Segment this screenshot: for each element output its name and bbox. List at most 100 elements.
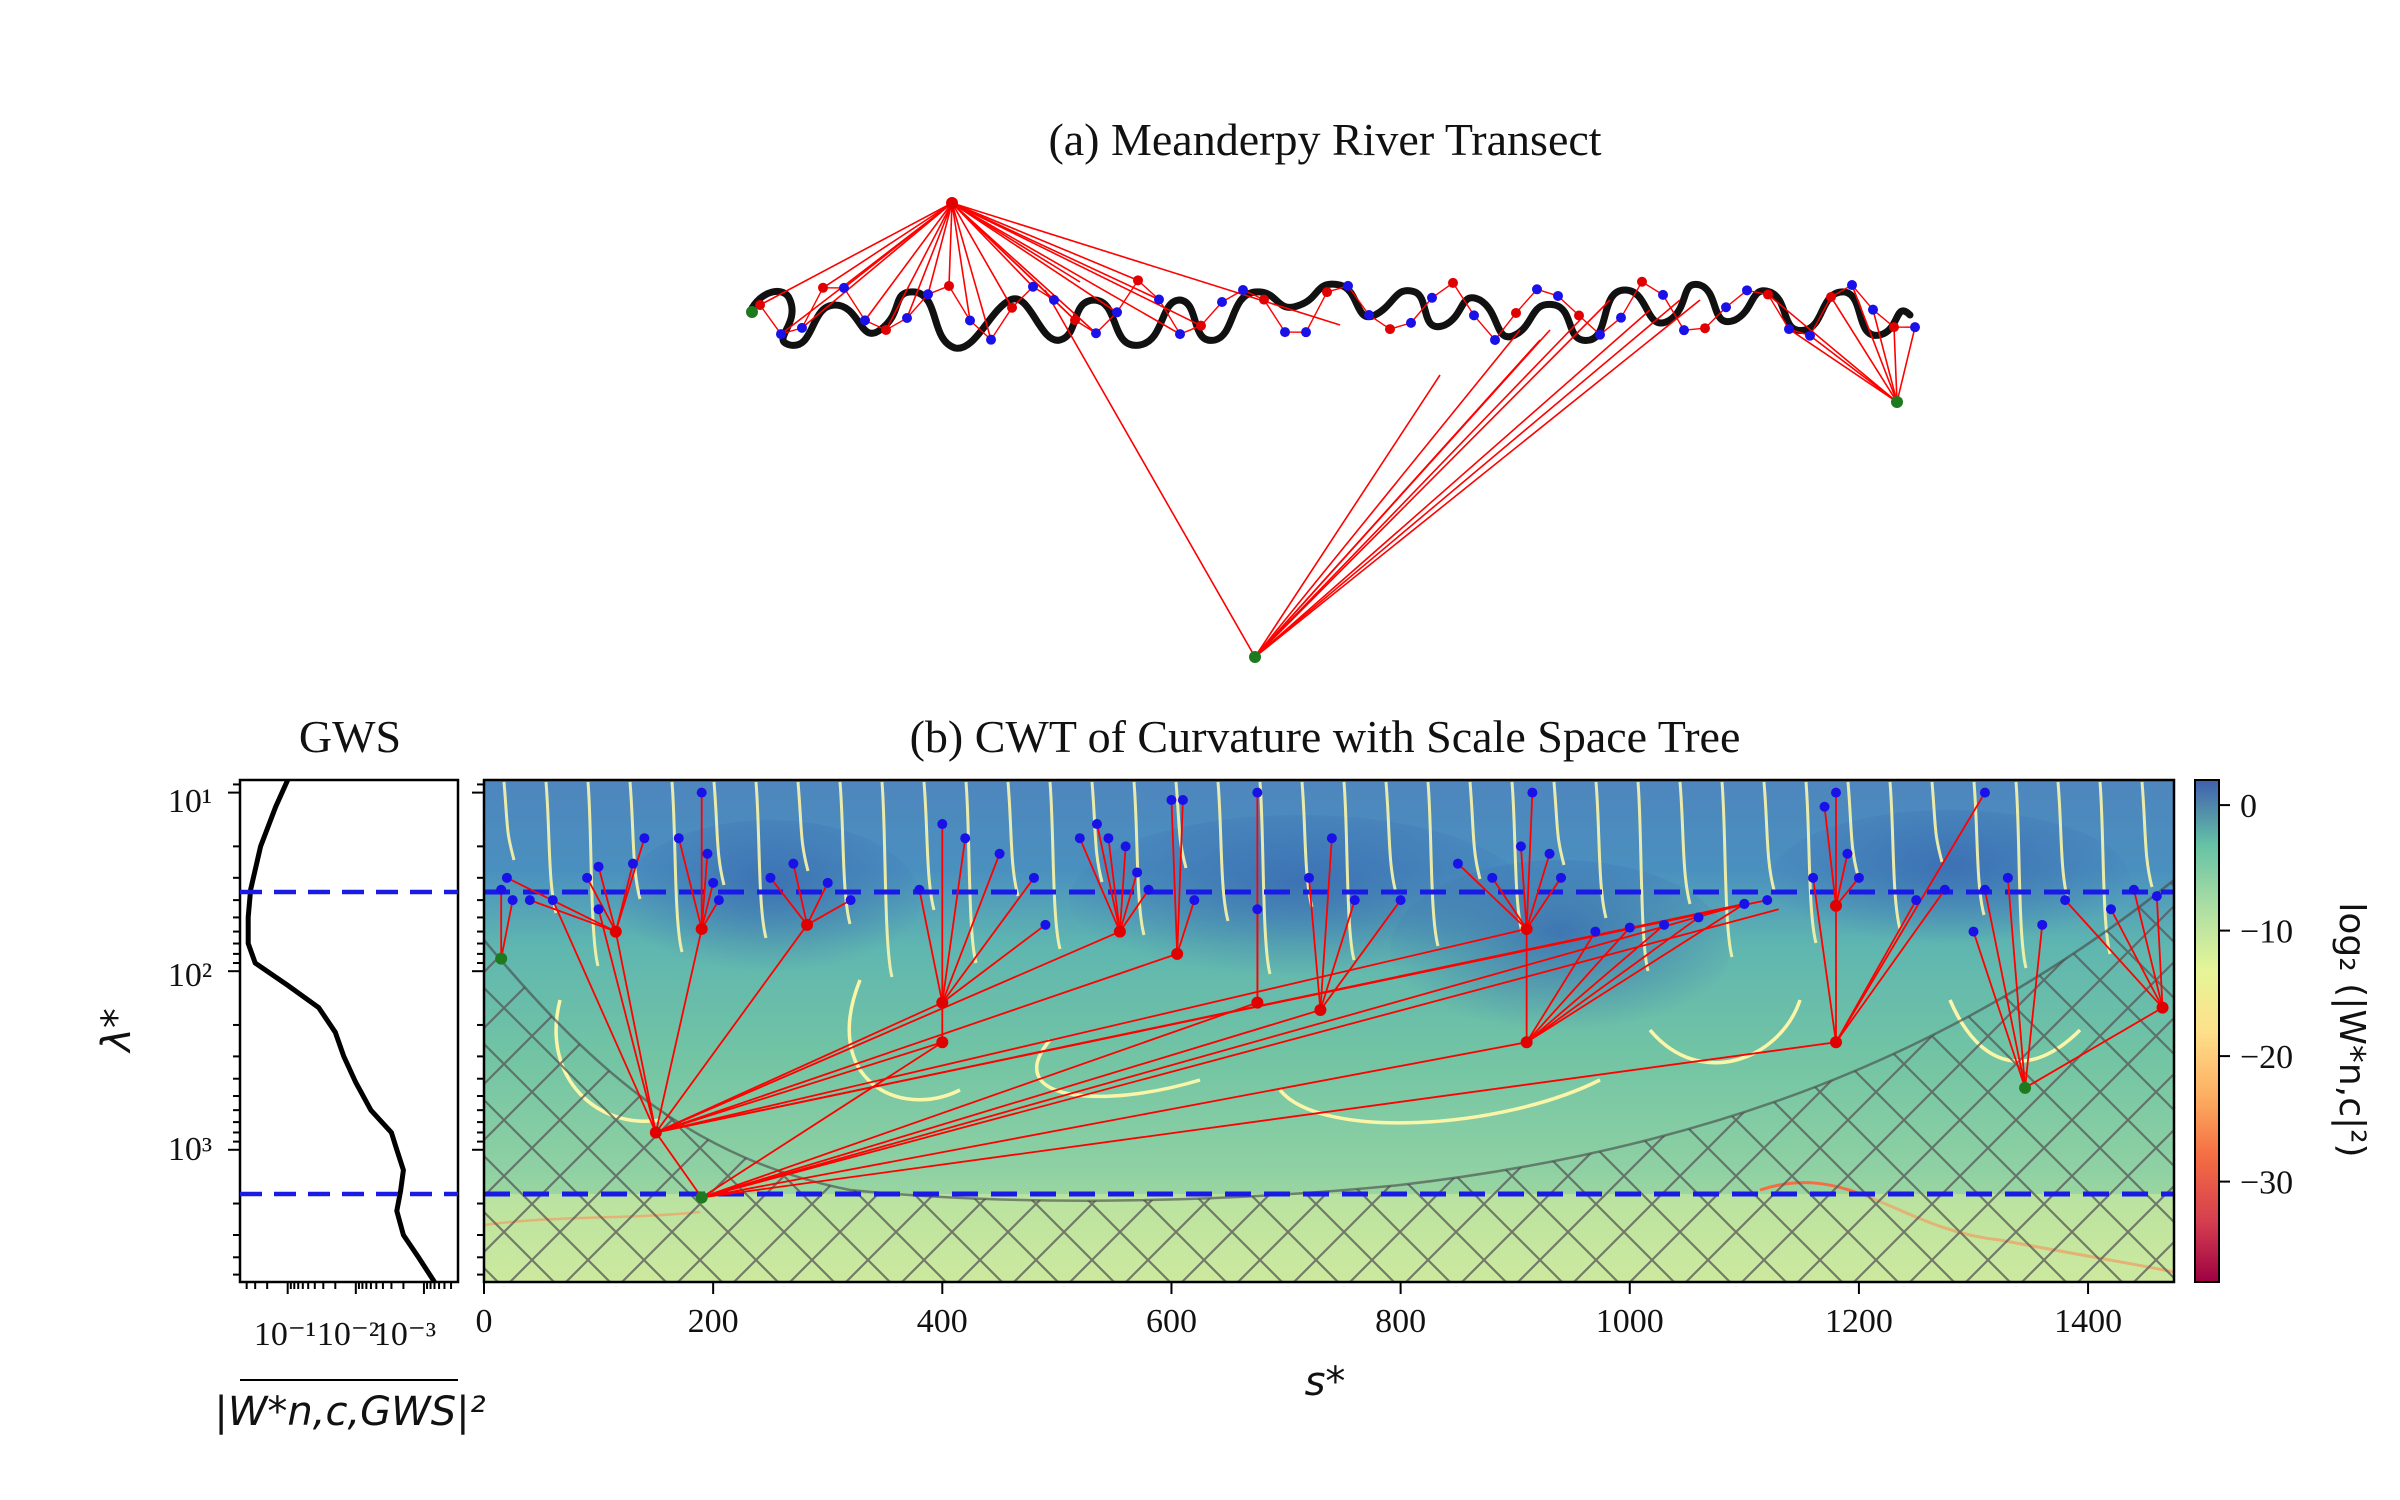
root-node-a bbox=[1249, 651, 1261, 663]
river-node bbox=[923, 289, 933, 300]
tree-edge-a bbox=[843, 287, 866, 321]
tree-edge-a bbox=[1200, 301, 1223, 327]
gws-title: GWS bbox=[299, 711, 401, 762]
tree-edge bbox=[1096, 823, 1121, 932]
leaf-node bbox=[1659, 919, 1670, 930]
tree-edge-a bbox=[951, 202, 1013, 309]
tree-edge-a bbox=[951, 202, 1341, 326]
s-tick-label: 1400 bbox=[2054, 1303, 2122, 1340]
tree-edge-a bbox=[759, 304, 782, 335]
tree-edge bbox=[1835, 889, 1946, 1043]
tree-edge bbox=[1319, 838, 1333, 1011]
river-node bbox=[1133, 275, 1143, 286]
leaf-node bbox=[547, 895, 558, 906]
river-node bbox=[1511, 307, 1521, 318]
s-tick-label: 400 bbox=[917, 1303, 968, 1340]
tree-edge bbox=[806, 882, 829, 926]
tree-edge-a bbox=[1254, 299, 1701, 658]
river-node bbox=[1784, 324, 1794, 335]
internal-node bbox=[1171, 947, 1184, 960]
river-node bbox=[1742, 285, 1752, 296]
tree-edge bbox=[1835, 877, 1860, 907]
river-node bbox=[1406, 317, 1416, 328]
leaf-node bbox=[1103, 833, 1114, 844]
tree-edge bbox=[1525, 877, 1562, 930]
tree-nodes-a bbox=[746, 197, 1920, 663]
internal-node bbox=[1251, 996, 1264, 1009]
leaf-node bbox=[937, 819, 948, 830]
gws-curve bbox=[245, 778, 437, 1284]
leaf-node bbox=[1132, 867, 1143, 878]
leaf-node bbox=[2060, 895, 2071, 906]
tree-edge bbox=[701, 908, 1779, 1199]
leaf-node bbox=[960, 833, 971, 844]
leaf-node bbox=[1326, 833, 1337, 844]
river-node bbox=[1889, 322, 1899, 333]
river-node bbox=[818, 282, 828, 293]
leaf-node bbox=[1189, 895, 1200, 906]
tree-edge bbox=[1308, 877, 1322, 1011]
tree-edge-a bbox=[1305, 291, 1328, 333]
tree-edge bbox=[701, 1009, 1321, 1199]
river-node bbox=[1679, 325, 1689, 336]
river-node bbox=[1490, 334, 1500, 345]
river-node bbox=[860, 315, 870, 326]
tree-edge bbox=[701, 1041, 943, 1199]
tree-edge bbox=[1835, 853, 1849, 906]
leaf-node bbox=[1515, 841, 1526, 852]
tree-edge bbox=[1119, 846, 1127, 932]
tree-edge-a bbox=[906, 202, 953, 319]
tree-edge-a bbox=[951, 202, 1202, 327]
leaf-node bbox=[788, 858, 799, 869]
tree-edge bbox=[1107, 838, 1121, 932]
s-tick-label: 200 bbox=[688, 1303, 739, 1340]
leaf-node bbox=[1842, 848, 1853, 859]
tree-edge bbox=[1078, 837, 1121, 932]
leaf-node bbox=[2105, 904, 2116, 915]
tree-edge bbox=[1525, 792, 1534, 929]
tree-edge bbox=[701, 903, 1745, 1199]
s-tick-label: 1000 bbox=[1596, 1303, 1664, 1340]
tree-edge bbox=[941, 838, 967, 1003]
river-node bbox=[1532, 284, 1542, 295]
tree-edge-a bbox=[759, 202, 953, 306]
tree-edge-a bbox=[1044, 289, 1256, 658]
tree-edge bbox=[1812, 877, 1837, 1043]
tree-edges-a bbox=[759, 202, 1916, 658]
leaf-node bbox=[2151, 891, 2162, 902]
tree-edge-a bbox=[1809, 296, 1832, 337]
tree-edge-a bbox=[1347, 285, 1370, 316]
river-node bbox=[1322, 287, 1332, 298]
leaf-node bbox=[1040, 919, 1051, 930]
tree-edge bbox=[700, 853, 709, 930]
leaf-node bbox=[914, 884, 925, 895]
internal-node bbox=[1520, 922, 1533, 935]
leaf-node bbox=[507, 895, 518, 906]
tree-edge-a bbox=[1452, 282, 1475, 316]
hub-node bbox=[946, 197, 958, 209]
leaf-node bbox=[845, 895, 856, 906]
lambda-axis-label: λ* bbox=[94, 1008, 140, 1054]
tree-edge bbox=[597, 909, 657, 1133]
tree-edge-a bbox=[1896, 326, 1916, 403]
river-node bbox=[1805, 330, 1815, 341]
tree-edge bbox=[1170, 799, 1179, 954]
tree-edge-a bbox=[948, 202, 953, 286]
internal-node bbox=[1314, 1004, 1327, 1017]
root-node bbox=[495, 952, 508, 965]
river-node bbox=[1427, 292, 1437, 303]
tree-edge bbox=[1457, 863, 1528, 930]
tree-edge bbox=[655, 924, 808, 1134]
leaf-node bbox=[822, 877, 833, 888]
tree-edge bbox=[2133, 889, 2164, 1008]
tree-edge bbox=[2064, 899, 2164, 1009]
s-axis-ticks: 0 200 400 600 800 1000 1200 1400 bbox=[476, 1282, 2122, 1340]
river-node bbox=[1364, 310, 1374, 321]
leaf-node bbox=[2037, 919, 2048, 930]
root-node bbox=[695, 1191, 708, 1204]
s-tick-label: 0 bbox=[476, 1303, 493, 1340]
leaf-node bbox=[1819, 801, 1830, 812]
river-node bbox=[1280, 327, 1290, 338]
internal-node bbox=[1113, 925, 1126, 938]
